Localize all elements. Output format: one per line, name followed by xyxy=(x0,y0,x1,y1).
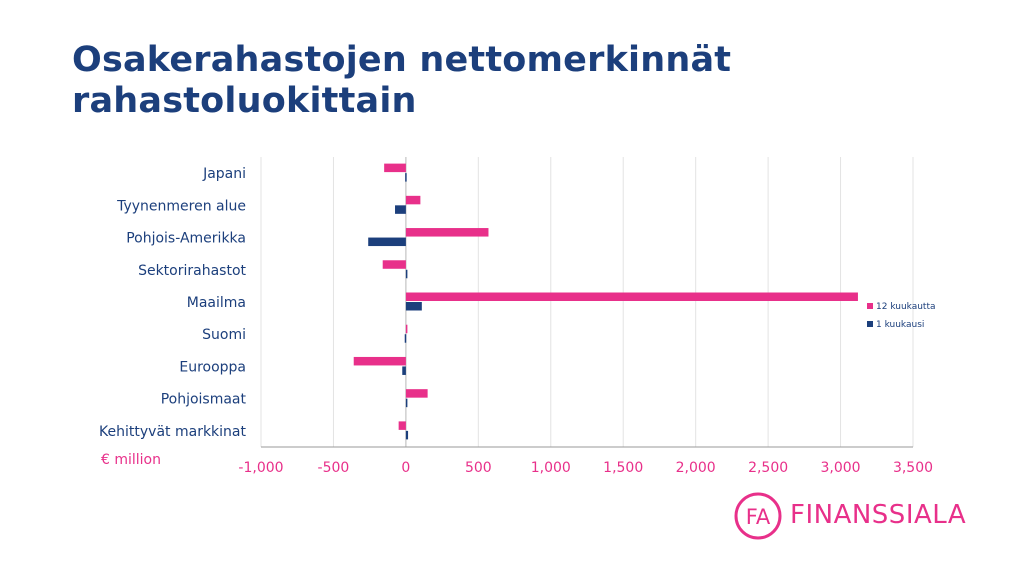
bar xyxy=(402,366,406,375)
logo-text: FINANSSIALA xyxy=(790,500,967,530)
bar xyxy=(368,237,406,247)
x-tick-label: 500 xyxy=(465,460,492,476)
bar xyxy=(384,163,406,173)
x-tick-label: -1,000 xyxy=(238,460,283,476)
bar xyxy=(405,173,407,182)
bar xyxy=(405,292,858,301)
x-tick-label: 2,000 xyxy=(676,460,716,476)
unit-label: € million xyxy=(101,452,161,468)
bar xyxy=(405,269,408,279)
bar xyxy=(405,398,408,408)
bar xyxy=(382,260,406,269)
category-label: Tyynenmeren alue xyxy=(116,198,246,214)
category-label: Pohjoismaat xyxy=(161,392,247,408)
bar xyxy=(405,389,428,398)
category-label: Suomi xyxy=(202,327,246,343)
x-tick-label: 1,000 xyxy=(531,460,571,476)
x-tick-label: 2,500 xyxy=(748,460,788,476)
category-label: Maailma xyxy=(187,295,246,311)
x-tick-label: 3,500 xyxy=(893,460,933,476)
bar xyxy=(353,356,406,366)
page-title: Osakerahastojen nettomerkinnät rahastolu… xyxy=(72,40,732,121)
category-label: Kehittyvät markkinat xyxy=(99,424,246,440)
bar xyxy=(405,324,408,334)
legend-label: 12 kuukautta xyxy=(876,302,936,312)
x-tick-label: 0 xyxy=(401,460,410,476)
category-label: Pohjois-Amerikka xyxy=(126,231,246,247)
category-label: Sektorirahastot xyxy=(138,263,246,279)
bar xyxy=(405,430,409,440)
bar xyxy=(404,334,407,343)
bar xyxy=(405,195,421,205)
legend-swatch xyxy=(867,303,873,309)
bar xyxy=(395,205,406,214)
x-tick-label: 3,000 xyxy=(821,460,861,476)
finanssiala-logo: FA FINANSSIALA xyxy=(732,490,982,542)
bar xyxy=(405,302,422,311)
legend-label: 1 kuukausi xyxy=(876,320,924,330)
bar xyxy=(398,421,406,430)
bar xyxy=(405,228,489,237)
x-tick-label: 1,500 xyxy=(603,460,643,476)
x-tick-label: -500 xyxy=(318,460,350,476)
category-label: Japani xyxy=(202,166,246,182)
category-label: Eurooppa xyxy=(179,359,246,375)
fa-logo-mark-icon: FA xyxy=(734,492,782,540)
legend-swatch xyxy=(867,321,873,327)
logo-mark-text: FA xyxy=(746,505,771,529)
